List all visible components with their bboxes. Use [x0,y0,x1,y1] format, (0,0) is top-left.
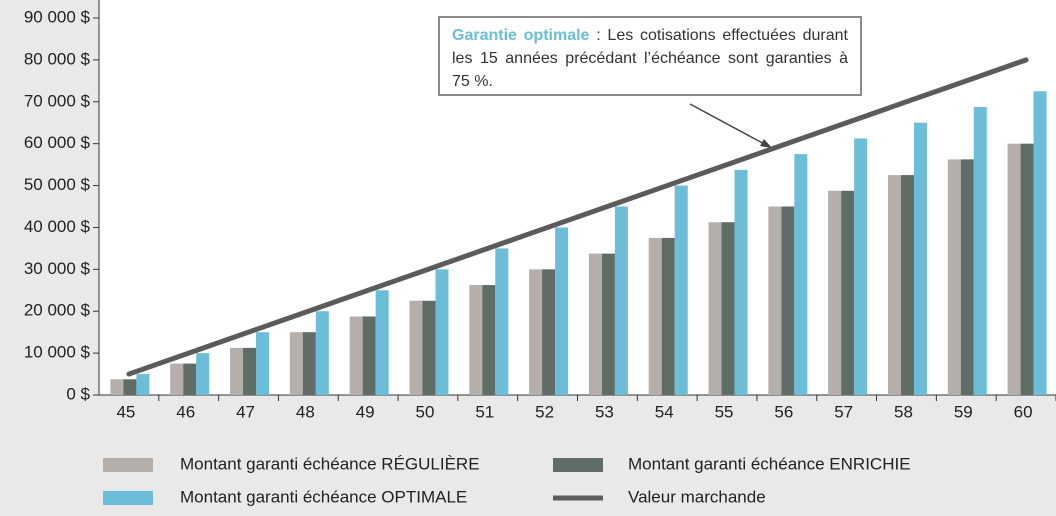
bar [256,332,270,395]
bar [349,316,363,395]
bar [781,206,795,395]
x-tick-label: 49 [356,402,375,421]
bar [362,316,376,395]
bar [243,347,257,395]
bar [900,175,914,395]
bar [1007,143,1021,395]
bar [913,122,927,395]
bar [1020,143,1034,395]
bar [960,159,974,395]
legend-label: Valeur marchande [628,487,766,506]
legend-swatch [103,458,153,472]
x-tick-label: 55 [715,402,734,421]
y-tick-label: 30 000 $ [24,259,91,278]
bar [601,253,615,395]
legend-label: Montant garanti échéance OPTIMALE [180,487,467,506]
annotation-arrow [689,103,769,147]
x-tick-label: 52 [535,402,554,421]
bar [887,175,901,395]
bar [973,107,987,395]
bar [302,332,316,395]
x-tick-label: 45 [116,402,135,421]
bar [110,379,124,395]
annotation-title: Garantie optimale [452,27,590,44]
y-tick-label: 0 $ [66,384,90,403]
bar [136,374,150,395]
x-tick-label: 58 [894,402,913,421]
bar [315,311,329,395]
y-tick-label: 70 000 $ [24,91,91,110]
x-tick-label: 47 [236,402,255,421]
bar [1033,91,1047,396]
arrow-head [760,139,772,148]
line [126,57,1029,377]
annotation: Garantie optimale : Les cotisations effe… [438,16,862,96]
x-tick-label: 57 [834,402,853,421]
bar [721,222,735,395]
bar [828,190,842,395]
bar [661,237,675,395]
bar [123,379,137,395]
bar [435,269,449,395]
x-tick-label: 50 [416,402,435,421]
legend-swatch [103,491,153,505]
bar [614,206,628,395]
legend-label: Montant garanti échéance ENRICHIE [628,454,911,473]
bar [482,285,496,395]
bar [768,206,782,395]
x-tick-label: 54 [655,402,674,421]
bar [555,227,569,395]
bar [841,190,855,395]
y-tick-label: 80 000 $ [24,49,91,68]
bar [289,332,303,395]
bar [648,237,662,395]
x-tick-label: 48 [296,402,315,421]
y-tick-label: 10 000 $ [24,343,91,362]
bar [734,169,748,395]
x-tick-label: 46 [176,402,195,421]
bar [495,248,509,395]
bar [947,159,961,395]
bar [422,300,436,395]
y-tick-label: 40 000 $ [24,217,91,236]
bar [230,347,244,395]
bar [542,269,556,395]
bar [170,363,184,395]
y-tick-label: 60 000 $ [24,133,91,152]
bar [674,185,688,395]
bar [183,363,197,395]
x-tick-label: 56 [774,402,793,421]
bar [794,154,808,395]
bar [196,353,210,395]
y-tick-label: 20 000 $ [24,301,91,320]
bar [469,285,483,395]
y-tick-label: 90 000 $ [24,7,91,26]
bar [409,300,423,395]
x-tick-label: 53 [595,402,614,421]
bar [854,138,868,396]
x-tick-label: 51 [475,402,494,421]
x-tick-label: 60 [1014,402,1033,421]
bar [708,222,722,395]
bar [375,290,389,395]
x-tick-label: 59 [954,402,973,421]
annotation-text: : Les cotisations effectuées durant les … [452,27,848,90]
legend-swatch [553,458,603,472]
legend-label: Montant garanti échéance RÉGULIÈRE [180,454,480,473]
y-tick-label: 50 000 $ [24,175,91,194]
bar [588,253,602,395]
bar [529,269,543,395]
